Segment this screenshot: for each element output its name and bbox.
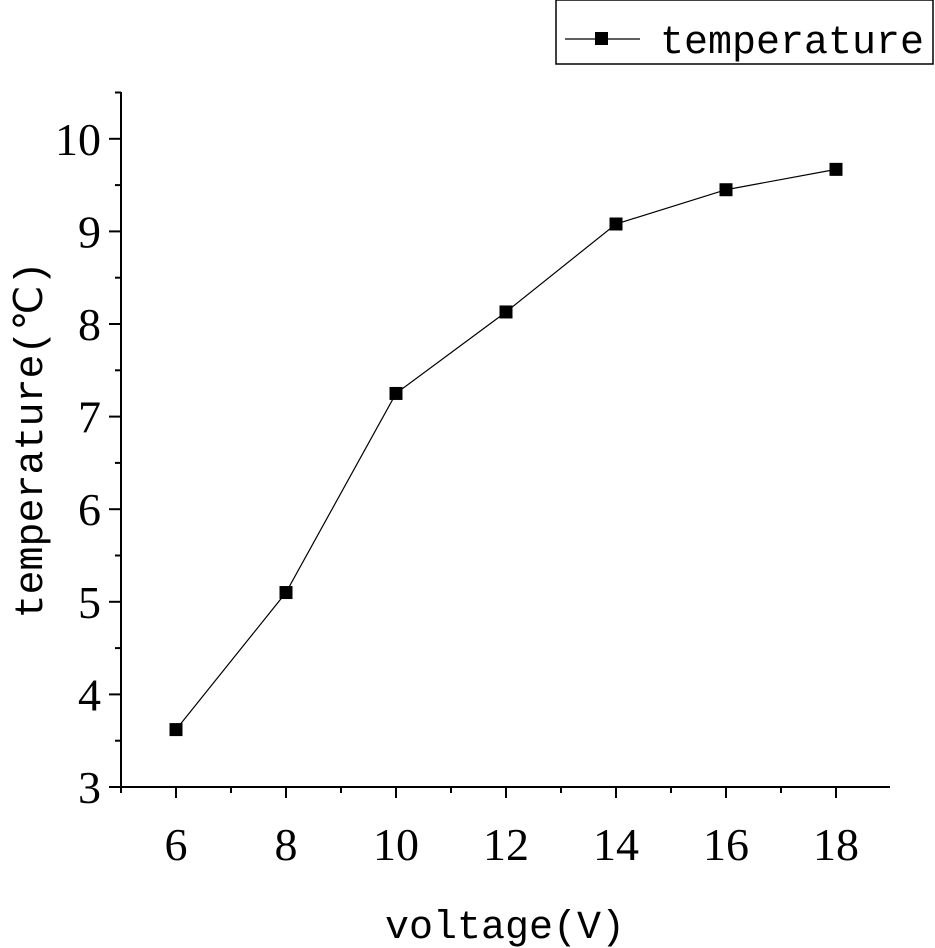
series-layer — [169, 162, 843, 737]
x-tick-label: 10 — [373, 819, 419, 870]
data-point — [499, 305, 513, 319]
x-tick-label: 12 — [483, 819, 529, 870]
series-line-0 — [175, 168, 837, 730]
legend-label: temperature — [660, 21, 924, 66]
x-axis-ticks: 6 8 10 12 14 16 18 — [120, 787, 859, 870]
x-axis-title: voltage(V) — [385, 906, 625, 948]
legend-box — [555, 0, 934, 65]
data-point — [719, 183, 733, 197]
x-tick-label: 6 — [165, 819, 188, 870]
y-tick-label: 5 — [78, 577, 101, 628]
y-tick-label: 9 — [78, 206, 101, 257]
data-point — [609, 217, 623, 231]
y-tick-label: 4 — [78, 669, 101, 720]
y-tick-label: 3 — [78, 762, 101, 813]
y-tick-label: 7 — [78, 392, 101, 443]
x-tick-label: 8 — [275, 819, 298, 870]
x-tick-label: 16 — [703, 819, 749, 870]
legend: temperature — [555, 0, 934, 66]
data-point — [169, 723, 183, 737]
y-axis-title: temperature(℃) — [10, 262, 55, 619]
y-tick-label: 6 — [78, 484, 101, 535]
legend-marker — [595, 32, 608, 45]
y-axis-ticks: 3 4 5 6 7 8 9 10 — [55, 91, 121, 813]
x-tick-label: 14 — [593, 819, 639, 870]
data-point — [279, 586, 293, 600]
y-tick-label: 10 — [55, 114, 101, 165]
data-point — [829, 162, 843, 176]
x-tick-label: 18 — [813, 819, 859, 870]
y-tick-label: 8 — [78, 299, 101, 350]
data-point — [389, 386, 403, 400]
